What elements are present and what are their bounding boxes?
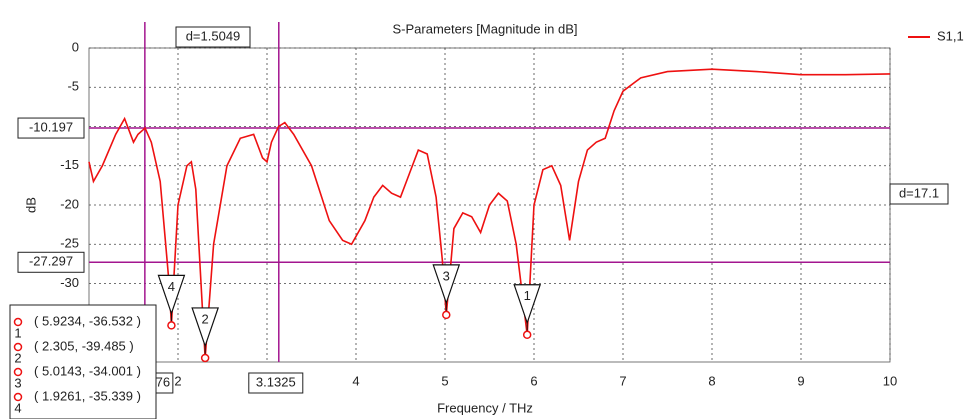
x-tick-label: 6 — [530, 373, 537, 388]
label-box — [889, 183, 949, 205]
chart-title: S-Parameters [Magnitude in dB] — [393, 21, 578, 36]
x-tick-label: 2 — [174, 373, 181, 388]
x-tick-label: 10 — [883, 373, 897, 388]
marker-point — [442, 310, 451, 320]
label-box — [17, 251, 85, 273]
delta-label: d=1.5049 — [186, 28, 241, 43]
marker-readout: ( 2.305, -39.485 ) — [34, 338, 134, 353]
x-tick-label: 7 — [619, 373, 626, 388]
marker-triangle — [157, 274, 186, 316]
marker-number: 2 — [202, 311, 209, 326]
legend-icon — [13, 367, 23, 377]
y-tick-label: -5 — [67, 79, 79, 94]
x-tick-label: 4 — [352, 373, 359, 388]
marker-triangle — [513, 284, 542, 325]
marker-point — [522, 330, 532, 340]
reference-label: -27.297 — [29, 254, 73, 269]
marker-number: 1 — [524, 288, 531, 303]
reference-label: -10.197 — [29, 119, 73, 134]
label-box — [175, 26, 251, 48]
y-axis-label: dB — [23, 197, 38, 213]
y-tick-label: -15 — [60, 157, 79, 172]
marker-point — [167, 321, 176, 330]
marker-readout: ( 5.9234, -36.532 ) — [34, 313, 141, 328]
y-tick-label: -20 — [60, 196, 79, 211]
legend-number: 1 — [14, 325, 21, 340]
marker-number: 4 — [168, 279, 175, 294]
marker-triangle — [432, 264, 461, 305]
x-tick-label: 8 — [708, 373, 715, 388]
marker-number: 3 — [443, 268, 450, 283]
marker-point — [200, 353, 210, 363]
reference-label: 3.1325 — [256, 374, 296, 389]
reference-label: 76 — [156, 374, 170, 389]
legend-icon — [13, 317, 23, 327]
legend-number: 2 — [14, 350, 21, 365]
marker-readout: ( 5.0143, -34.001 ) — [34, 363, 141, 378]
x-tick-label: 9 — [797, 373, 804, 388]
legend-icon — [13, 342, 23, 352]
marker-legend — [9, 304, 157, 419]
y-tick-label: 0 — [72, 39, 79, 54]
delta-label: d=17.1 — [899, 185, 939, 200]
y-tick-label: -30 — [60, 275, 79, 290]
legend-icon — [13, 392, 23, 402]
legend-number: 4 — [14, 400, 21, 415]
marker-triangle — [191, 307, 219, 348]
legend-number: 3 — [14, 375, 21, 390]
marker-readout: ( 1.9261, -35.339 ) — [34, 388, 141, 403]
x-axis-label: Frequency / THz — [437, 400, 533, 415]
label-box — [17, 117, 85, 139]
x-tick-label: 5 — [441, 373, 448, 388]
y-tick-label: -25 — [60, 236, 79, 251]
legend-label: S1,1 — [937, 28, 964, 43]
label-box — [248, 372, 304, 394]
